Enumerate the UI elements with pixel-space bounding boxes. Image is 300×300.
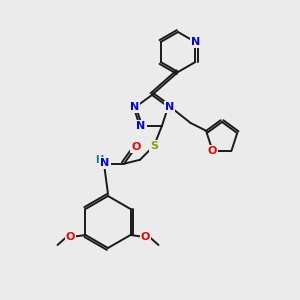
Text: O: O — [131, 142, 141, 152]
Text: N: N — [130, 102, 140, 112]
Text: H: H — [95, 155, 103, 165]
Text: N: N — [191, 37, 200, 47]
Text: N: N — [100, 158, 109, 168]
Text: O: O — [66, 232, 75, 242]
Text: N: N — [164, 102, 174, 112]
Text: O: O — [208, 146, 217, 156]
Text: N: N — [136, 121, 146, 131]
Text: S: S — [150, 141, 158, 151]
Text: O: O — [141, 232, 150, 242]
